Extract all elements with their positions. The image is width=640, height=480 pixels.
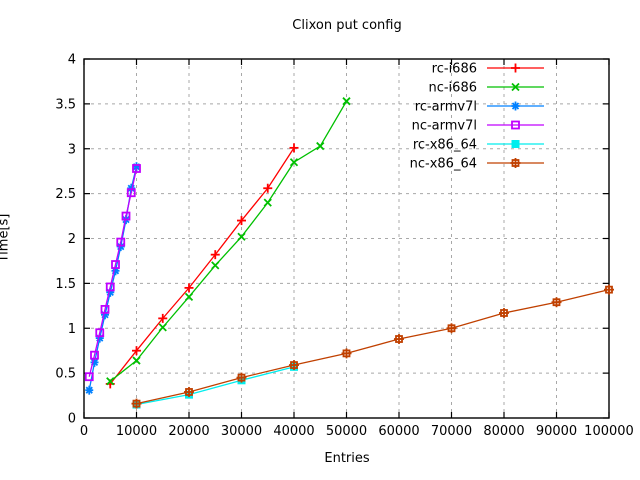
y-tick-label: 4 bbox=[68, 53, 76, 68]
legend-label: rc-i686 bbox=[432, 62, 477, 77]
y-tick-label: 3 bbox=[68, 142, 76, 157]
legend-entry-nc-armv7l: nc-armv7l bbox=[412, 119, 544, 134]
x-tick-label: 100000 bbox=[584, 424, 634, 439]
x-tick-label: 50000 bbox=[326, 424, 367, 439]
y-tick-label: 2.5 bbox=[55, 187, 76, 202]
x-tick-label: 0 bbox=[80, 424, 88, 439]
legend-entry-nc-x86_64: nc-x86_64 bbox=[410, 157, 544, 172]
grid-lines bbox=[84, 59, 609, 418]
y-axis-title-text: Time[s] bbox=[0, 213, 12, 263]
x-tick-label: 40000 bbox=[273, 424, 314, 439]
legend-label: rc-armv7l bbox=[415, 100, 477, 115]
legend: rc-i686 nc-i686 rc-armv7l nc-armv7l rc-x86_6… bbox=[410, 62, 544, 172]
legend-label: nc-armv7l bbox=[412, 119, 477, 134]
chart-title: Clixon put config bbox=[292, 18, 402, 33]
series-rc-i686 bbox=[105, 143, 299, 389]
x-tick-label: 30000 bbox=[221, 424, 262, 439]
legend-label: rc-x86_64 bbox=[413, 138, 477, 153]
x-tick-label: 20000 bbox=[168, 424, 209, 439]
legend-entry-rc-i686: rc-i686 bbox=[432, 62, 544, 77]
legend-label: nc-x86_64 bbox=[410, 157, 477, 172]
series-nc-i686 bbox=[106, 97, 351, 386]
y-tick-label: 0.5 bbox=[55, 367, 76, 382]
series-nc-x86_64 bbox=[131, 284, 614, 409]
x-tick-label: 90000 bbox=[536, 424, 577, 439]
legend-entry-nc-i686: nc-i686 bbox=[428, 81, 544, 96]
y-tick-label: 0 bbox=[68, 412, 76, 427]
x-tick-label: 60000 bbox=[378, 424, 419, 439]
tick-labels: 0 10000 20000 30000 40000 50000 60000 70000 8000… bbox=[55, 53, 634, 440]
y-tick-label: 1.5 bbox=[55, 277, 76, 292]
legend-entry-rc-armv7l: rc-armv7l bbox=[415, 100, 544, 115]
plot-border bbox=[83, 58, 610, 419]
y-tick-label: 3.5 bbox=[55, 97, 76, 112]
y-tick-label: 2 bbox=[68, 232, 76, 247]
x-tick-label: 80000 bbox=[483, 424, 524, 439]
y-tick-label: 1 bbox=[68, 322, 76, 337]
x-tick-label: 10000 bbox=[116, 424, 157, 439]
legend-label: nc-i686 bbox=[428, 81, 477, 96]
x-tick-label: 70000 bbox=[431, 424, 472, 439]
series-nc-armv7l bbox=[84, 164, 141, 382]
x-axis-title: Entries bbox=[324, 451, 370, 466]
legend-entry-rc-x86_64: rc-x86_64 bbox=[413, 138, 544, 153]
